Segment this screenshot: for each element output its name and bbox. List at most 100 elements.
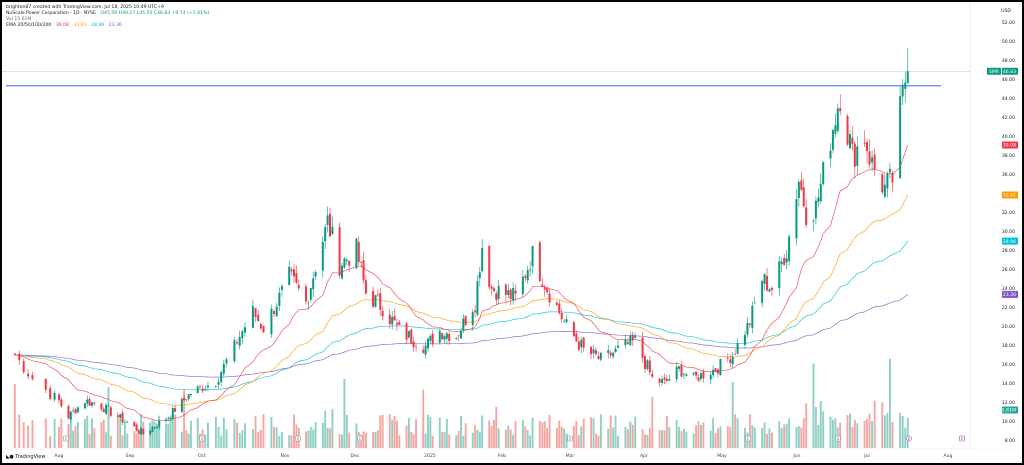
candle-body <box>348 260 351 266</box>
candle-body <box>241 331 244 339</box>
price-tick-label: 26.00 <box>1002 267 1015 273</box>
volume-bar <box>238 433 241 448</box>
volume-bar <box>60 418 63 448</box>
price-tick-label: 48.00 <box>1002 58 1015 64</box>
volume-bar <box>629 421 632 448</box>
candle-body <box>834 125 837 134</box>
volume-bar <box>93 428 96 448</box>
candle-body <box>86 399 89 404</box>
volume-bar <box>866 419 868 448</box>
candle-body <box>800 180 803 190</box>
candle-body <box>543 287 546 290</box>
price-tick-label: 12.00 <box>1002 400 1015 406</box>
price-tick-label: 44.00 <box>1002 96 1015 102</box>
candle-body <box>455 338 458 340</box>
volume-bar <box>731 381 734 448</box>
volume-bar <box>396 420 398 448</box>
tradingview-logo[interactable]: ◣● TradingView <box>6 454 45 460</box>
volume-bar <box>675 420 678 448</box>
volume-bar <box>526 430 529 448</box>
candle-body <box>668 379 671 381</box>
volume-bar <box>497 428 500 448</box>
price-tick-label: 18.00 <box>1002 343 1015 349</box>
volume-bar <box>582 418 585 448</box>
candle-body <box>848 134 851 149</box>
candle-body <box>305 286 307 302</box>
ema20-badge <box>1002 141 1018 149</box>
volume-bar <box>321 422 324 448</box>
volume-bar <box>780 428 783 448</box>
candle-body <box>135 424 138 431</box>
volume-bar <box>119 419 122 448</box>
event-marker-label: E <box>297 437 300 441</box>
price-tick-label: 22.00 <box>1002 305 1015 311</box>
candle-body <box>199 386 201 388</box>
candle-body <box>763 274 766 284</box>
volume-bar <box>53 419 56 448</box>
price-tick-label: 52.00 <box>1002 20 1015 26</box>
volume-bar <box>529 435 532 448</box>
time-tick-label: Aug <box>55 453 64 459</box>
candle-body <box>507 290 510 295</box>
candle-body <box>658 378 661 383</box>
price-tick-label: 38.00 <box>1002 153 1015 159</box>
event-marker <box>199 435 205 442</box>
volume-bar <box>736 418 739 448</box>
ema50-value: 33.81 <box>73 23 87 28</box>
volume-bar <box>599 414 602 448</box>
volume-bar <box>338 434 341 448</box>
volume-bar <box>663 430 666 448</box>
volume-bar <box>509 429 512 448</box>
volume-bar <box>849 413 851 448</box>
volume-bar <box>174 414 177 448</box>
volume-bar <box>457 431 460 448</box>
candle-body <box>405 323 408 340</box>
volume-bar <box>481 415 484 448</box>
volume-bar <box>326 427 329 448</box>
time-tick-label: Aug <box>944 453 953 459</box>
candle-body <box>326 215 329 225</box>
candle-body <box>538 242 541 282</box>
candle-body <box>836 108 839 131</box>
volume-bar <box>607 428 610 448</box>
candle-body <box>492 288 495 291</box>
candle-body <box>814 200 817 219</box>
candle-body <box>563 320 566 322</box>
volume-bar <box>665 416 668 448</box>
volume-bar <box>507 425 510 448</box>
candle-body <box>609 352 612 356</box>
event-marker-label: E <box>569 437 572 441</box>
volume-bar <box>407 418 410 448</box>
volume-bar <box>102 419 105 448</box>
candle-body <box>629 335 632 346</box>
candle-body <box>709 374 712 380</box>
ema-legend: EMA 20/50/100/200 39.08 33.81 28.96 23.3… <box>6 23 125 29</box>
volume-bar <box>682 428 685 448</box>
candle-body <box>594 350 597 355</box>
candle-body <box>901 84 904 97</box>
candle-body <box>785 258 788 263</box>
volume-bar <box>641 429 644 448</box>
candle-body <box>702 371 705 379</box>
symbol-label[interactable]: NuScale Power Corporation · 1D · NYSE <box>6 11 96 16</box>
volume-bar <box>546 428 549 448</box>
candle-body <box>123 421 126 423</box>
volume-bar <box>783 424 786 448</box>
candle-body <box>770 288 773 290</box>
candle-body <box>457 335 460 337</box>
volume-bar <box>135 433 138 448</box>
candle-body <box>69 411 72 420</box>
volume-bar <box>262 414 265 448</box>
candle-body <box>169 417 172 419</box>
candle-body <box>225 359 228 364</box>
candle-body <box>572 322 575 336</box>
ema100-badge <box>1002 237 1018 245</box>
volume-bar <box>109 435 112 448</box>
time-tick-label: Mar <box>566 453 575 459</box>
volume-bar <box>646 434 649 448</box>
candle-body <box>83 403 86 409</box>
candle-body <box>634 335 637 338</box>
